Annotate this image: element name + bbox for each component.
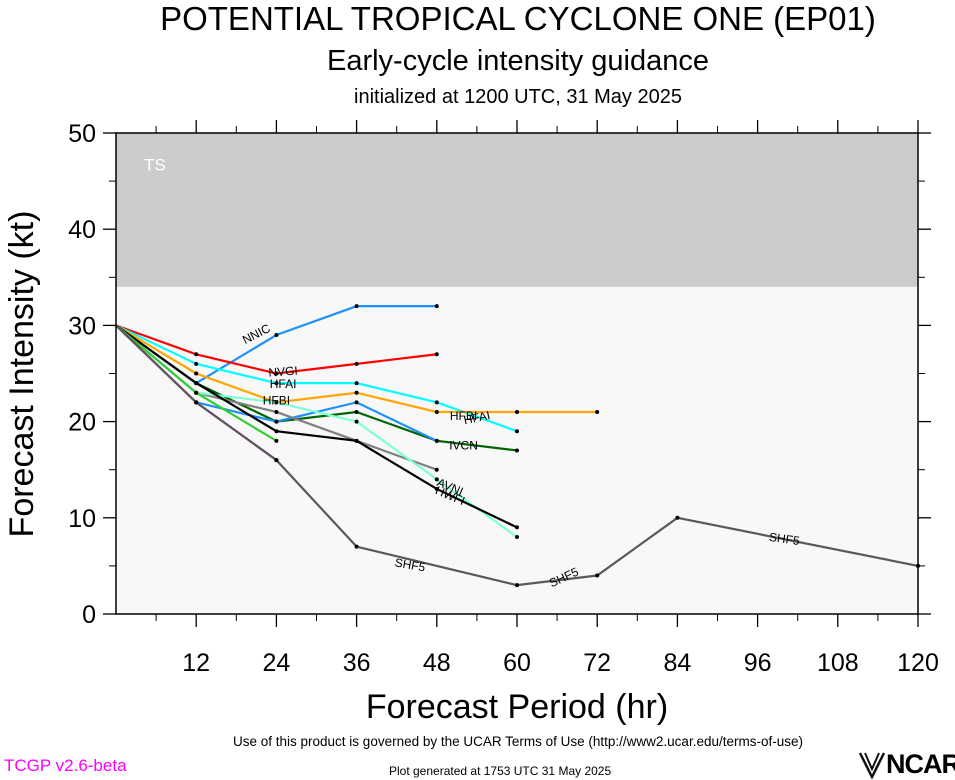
data-point (434, 477, 439, 482)
x-tick-label: 36 (343, 649, 371, 677)
data-point (354, 400, 359, 405)
intensity-band (116, 133, 918, 287)
data-point (515, 429, 519, 434)
data-point (274, 333, 279, 338)
data-point (434, 486, 439, 491)
series-label: IVCN (449, 439, 478, 453)
band-label: TS (144, 156, 166, 175)
x-tick-label: 84 (663, 649, 691, 677)
data-point (434, 438, 439, 443)
data-point (354, 381, 359, 386)
data-point (434, 409, 439, 414)
data-point (274, 371, 279, 376)
chart-title: POTENTIAL TROPICAL CYCLONE ONE (EP01) (160, 0, 876, 37)
series-line (115, 324, 919, 587)
y-tick-label: 40 (68, 216, 96, 244)
data-point (194, 390, 199, 395)
data-point (434, 304, 439, 309)
data-point (354, 544, 359, 549)
x-tick-label: 120 (897, 649, 939, 677)
data-point (274, 419, 279, 424)
x-tick-label: 108 (817, 649, 859, 677)
x-tick-label: 96 (744, 649, 772, 677)
y-tick-label: 50 (68, 120, 96, 148)
data-point (194, 400, 199, 405)
y-tick-label: 0 (82, 601, 96, 629)
data-point (595, 409, 600, 414)
data-point (515, 535, 519, 540)
ncar-logo: NCAR (858, 748, 955, 780)
data-point (354, 438, 359, 443)
data-point (354, 409, 359, 414)
ncar-logo-icon (858, 752, 886, 779)
data-point (274, 409, 279, 414)
plot-generated: Plot generated at 1753 UTC 31 May 2025 (389, 764, 612, 778)
data-point (354, 361, 359, 366)
series-line (115, 324, 518, 433)
data-point (515, 525, 519, 530)
terms-of-use: Use of this product is governed by the U… (233, 734, 803, 749)
init-time: initialized at 1200 UTC, 31 May 2025 (354, 86, 682, 108)
y-axis-title: Forecast Intensity (kt) (3, 211, 41, 538)
x-tick-label: 72 (583, 649, 611, 677)
x-tick-label: 24 (262, 649, 290, 677)
series-label: NVGI (268, 364, 298, 380)
x-axis-title: Forecast Period (hr) (366, 688, 668, 726)
x-tick-label: 48 (423, 649, 451, 677)
data-point (194, 361, 199, 366)
data-point (354, 304, 359, 309)
x-tick-label: 60 (503, 649, 531, 677)
data-point (675, 515, 680, 520)
y-tick-label: 30 (68, 312, 96, 340)
data-point (434, 400, 439, 405)
data-point (274, 438, 279, 443)
data-point (194, 352, 199, 357)
data-point (274, 429, 279, 434)
series-line (115, 324, 518, 529)
x-tick-label: 12 (182, 649, 210, 677)
data-point (595, 573, 600, 578)
y-tick-label: 20 (68, 409, 96, 437)
data-point (194, 371, 199, 376)
series-label: SHF5 (394, 555, 427, 574)
data-point (515, 448, 519, 453)
data-point (434, 352, 439, 357)
ncar-logo-text: NCAR (886, 749, 955, 779)
version-label: TCGP v2.6-beta (4, 756, 127, 775)
data-point (194, 381, 199, 386)
y-tick-label: 10 (68, 505, 96, 533)
chart-subtitle: Early-cycle intensity guidance (326, 45, 709, 77)
data-point (515, 409, 519, 414)
series-label: HFAI (462, 408, 491, 427)
series-label: HFBI (263, 393, 290, 407)
data-point (354, 390, 359, 395)
series-label: HFAI (270, 377, 297, 391)
data-point (274, 458, 279, 463)
data-point (274, 400, 279, 405)
data-point (515, 583, 519, 588)
series-label: SHF5 (768, 530, 801, 548)
data-point (434, 467, 439, 472)
data-point (274, 381, 279, 386)
data-point (354, 419, 359, 424)
series-label: HFBI (450, 409, 477, 423)
